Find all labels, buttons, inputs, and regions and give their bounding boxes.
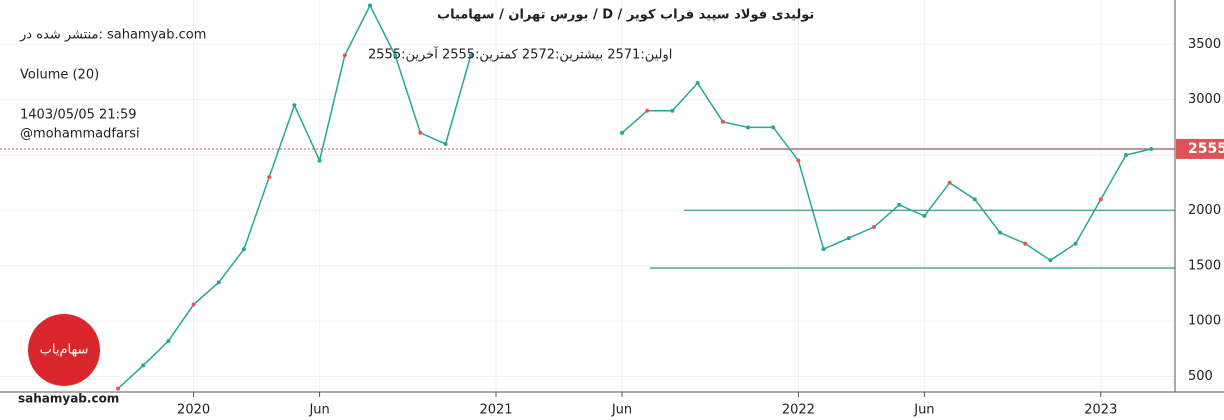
x-tick-label: Jun — [913, 403, 934, 418]
ohlc: اولین:2571 بیشترین:2572 کمترین:2555 آخری… — [368, 46, 672, 63]
price-point — [116, 386, 120, 391]
price-point — [821, 247, 826, 252]
price-point — [998, 230, 1002, 235]
y-tick-label: 2000 — [1188, 203, 1221, 218]
y-tick-label: 1500 — [1188, 258, 1221, 273]
price-tag — [1176, 138, 1224, 159]
x-tick-label: 2023 — [1084, 403, 1117, 418]
author: @mohammadfarsi — [20, 127, 140, 142]
price-point — [720, 119, 725, 124]
price-point — [645, 108, 650, 113]
price-point — [796, 158, 801, 163]
price-point — [317, 158, 322, 163]
price-point — [695, 81, 700, 86]
price-point — [972, 197, 977, 202]
price-point — [947, 180, 952, 185]
title: تولیدی فولاد سپید فراب کویر / D / بورس ت… — [437, 8, 814, 23]
y-tick-label: 3000 — [1188, 92, 1221, 107]
price-point — [267, 175, 272, 180]
price-point — [620, 130, 624, 135]
price-point — [846, 236, 851, 241]
price-point — [1149, 146, 1154, 151]
y-tick-label: 1000 — [1188, 314, 1221, 329]
price-point — [418, 130, 423, 135]
price-point — [393, 53, 398, 58]
price-point — [872, 225, 876, 230]
x-tick-label: 2020 — [177, 403, 210, 418]
price-point — [468, 53, 473, 58]
volume: Volume (20) — [20, 68, 99, 83]
price-point — [368, 3, 372, 8]
price-point — [771, 125, 776, 130]
y-tick-label: 3500 — [1188, 37, 1221, 52]
price-point — [1023, 241, 1028, 246]
price-point — [342, 53, 347, 58]
price-point — [1124, 153, 1128, 158]
price-point — [746, 125, 750, 130]
price-point — [242, 247, 246, 252]
price-point — [1073, 241, 1078, 246]
x-tick-label: Jun — [611, 403, 632, 418]
price-point — [216, 280, 221, 285]
logo-text: سهام‌یاب — [40, 343, 89, 358]
price-point — [292, 103, 297, 108]
price-point — [191, 302, 196, 307]
price-point — [670, 108, 675, 113]
price-point — [1098, 197, 1103, 202]
price-point — [1048, 258, 1053, 263]
x-tick-label: Jun — [308, 403, 329, 418]
x-tick-label: 2021 — [479, 403, 512, 418]
date: 1403/05/05 21:59 — [20, 108, 137, 123]
footer: sahamyab.com — [18, 392, 119, 406]
price-point — [897, 202, 902, 207]
price-point — [166, 339, 171, 344]
plot — [0, 0, 1175, 392]
x-tick-label: 2022 — [782, 403, 815, 418]
logo — [28, 314, 100, 386]
price-point — [141, 363, 146, 368]
published: منتشر شده در: sahamyab.com — [19, 28, 206, 43]
price-point — [443, 141, 448, 146]
price-point — [922, 213, 927, 218]
price-tag-label: 2555 — [1188, 141, 1224, 157]
y-tick-label: 500 — [1188, 369, 1213, 384]
